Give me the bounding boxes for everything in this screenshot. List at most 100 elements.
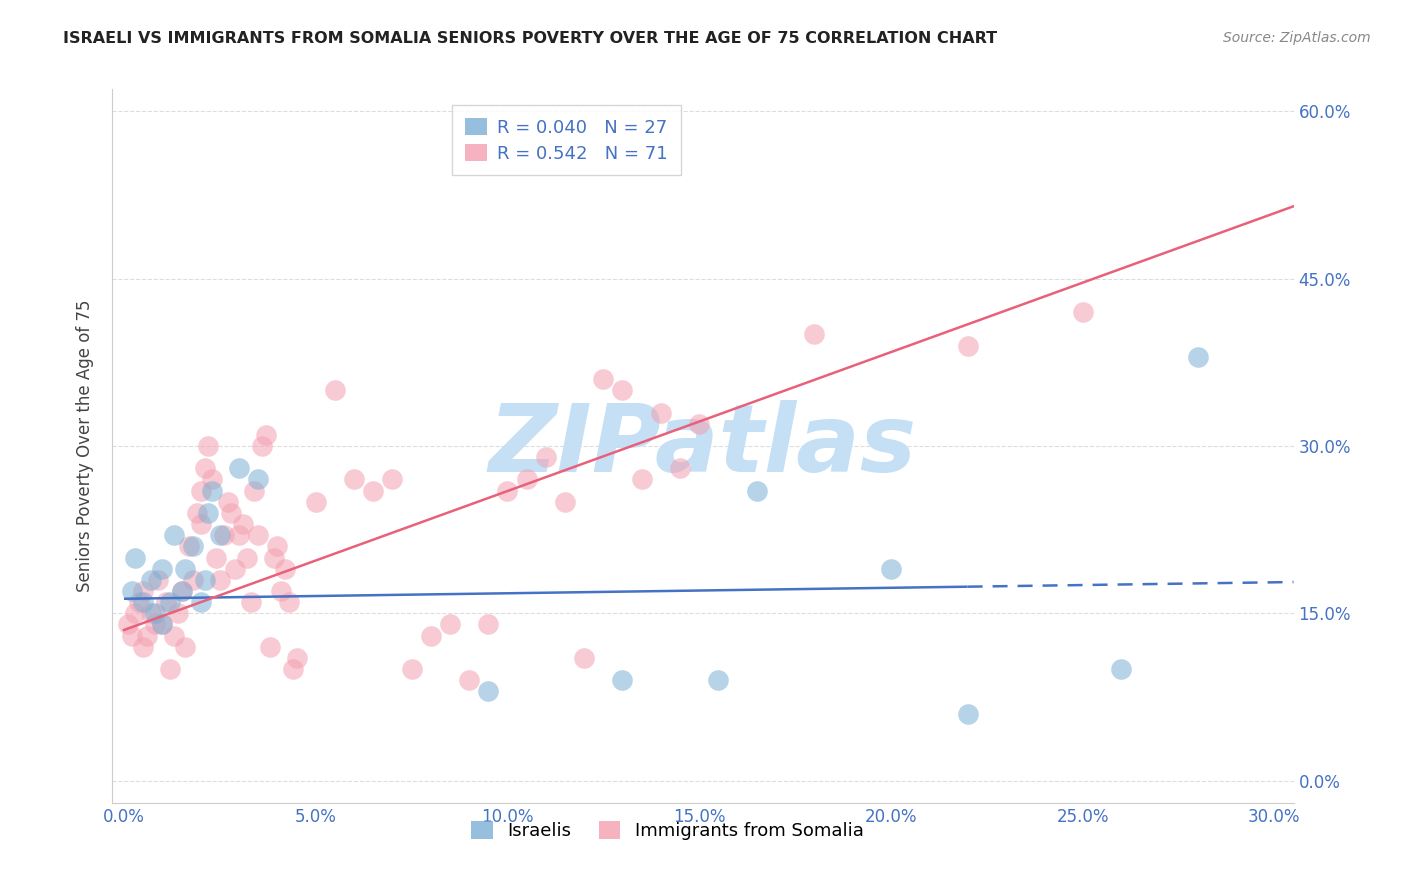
Point [150, 562, 173, 576]
Point [150, 617, 173, 632]
Point [277, 595, 299, 609]
Point [193, 461, 215, 475]
Point [159, 595, 181, 609]
Point [281, 662, 304, 676]
Point [592, 372, 614, 386]
Point [263, 550, 285, 565]
Point [179, 539, 201, 553]
Point [228, 461, 250, 475]
Point [285, 651, 308, 665]
Text: ZIPatlas: ZIPatlas [489, 400, 917, 492]
Point [174, 640, 197, 654]
Text: ISRAELI VS IMMIGRANTS FROM SOMALIA SENIORS POVERTY OVER THE AGE OF 75 CORRELATIO: ISRAELI VS IMMIGRANTS FROM SOMALIA SENIO… [63, 31, 997, 46]
Point [1071, 305, 1094, 319]
Point [217, 494, 239, 508]
Point [1109, 662, 1132, 676]
Point [208, 573, 231, 587]
Point [572, 651, 595, 665]
Point [221, 506, 243, 520]
Point [745, 483, 768, 498]
Point [250, 439, 273, 453]
Point [170, 583, 193, 598]
Point [554, 494, 576, 508]
Point [254, 427, 277, 442]
Point [274, 562, 297, 576]
Point [181, 573, 204, 587]
Point [117, 617, 139, 632]
Point [124, 550, 146, 565]
Point [124, 607, 146, 621]
Point [139, 573, 162, 587]
Point [516, 472, 538, 486]
Point [228, 528, 250, 542]
Point [439, 617, 461, 632]
Point [803, 327, 825, 342]
Point [361, 483, 384, 498]
Point [232, 516, 254, 531]
Point [143, 617, 166, 632]
Point [148, 573, 170, 587]
Point [401, 662, 423, 676]
Point [956, 338, 979, 352]
Point [266, 539, 288, 553]
Y-axis label: Seniors Poverty Over the Age of 75: Seniors Poverty Over the Age of 75 [76, 300, 94, 592]
Point [150, 617, 173, 632]
Point [688, 417, 710, 431]
Point [166, 607, 188, 621]
Point [186, 506, 208, 520]
Point [477, 617, 499, 632]
Point [128, 595, 150, 609]
Point [201, 472, 224, 486]
Point [190, 483, 212, 498]
Point [174, 562, 197, 576]
Point [197, 439, 219, 453]
Point [956, 706, 979, 721]
Point [197, 506, 219, 520]
Point [496, 483, 519, 498]
Point [458, 673, 481, 687]
Point [707, 673, 730, 687]
Point [650, 405, 672, 419]
Point [201, 483, 224, 498]
Point [235, 550, 257, 565]
Text: Source: ZipAtlas.com: Source: ZipAtlas.com [1223, 31, 1371, 45]
Point [247, 528, 270, 542]
Legend: Israelis, Immigrants from Somalia: Israelis, Immigrants from Somalia [464, 814, 870, 847]
Point [159, 662, 181, 676]
Point [880, 562, 903, 576]
Point [190, 595, 212, 609]
Point [193, 573, 215, 587]
Point [243, 483, 266, 498]
Point [190, 516, 212, 531]
Point [155, 595, 177, 609]
Point [270, 583, 292, 598]
Point [163, 628, 186, 642]
Point [132, 583, 155, 598]
Point [208, 528, 231, 542]
Point [205, 550, 228, 565]
Point [139, 607, 162, 621]
Point [132, 640, 155, 654]
Point [669, 461, 692, 475]
Point [323, 384, 346, 398]
Point [136, 628, 159, 642]
Point [534, 450, 557, 464]
Point [1187, 350, 1209, 364]
Point [121, 583, 143, 598]
Point [381, 472, 404, 486]
Point [170, 583, 193, 598]
Point [612, 673, 634, 687]
Point [477, 684, 499, 698]
Point [419, 628, 441, 642]
Point [305, 494, 328, 508]
Point [181, 539, 204, 553]
Point [247, 472, 270, 486]
Point [239, 595, 262, 609]
Point [163, 528, 186, 542]
Point [259, 640, 281, 654]
Point [212, 528, 235, 542]
Point [224, 562, 246, 576]
Point [143, 607, 166, 621]
Point [121, 628, 143, 642]
Point [612, 384, 634, 398]
